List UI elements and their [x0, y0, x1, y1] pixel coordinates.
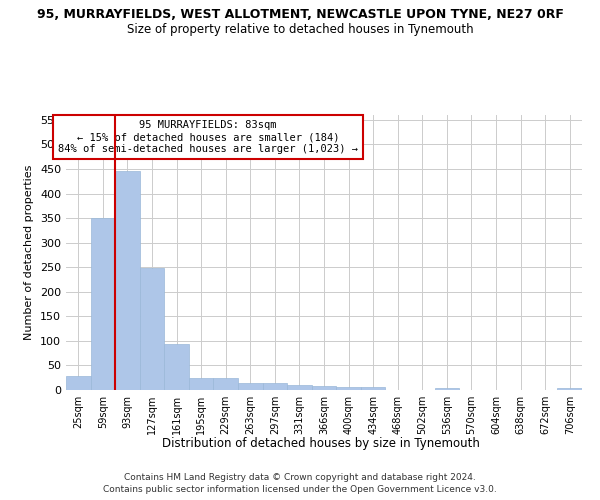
Bar	[434, 388, 459, 390]
Bar	[189, 378, 214, 390]
Bar	[91, 218, 115, 390]
Text: Contains HM Land Registry data © Crown copyright and database right 2024.: Contains HM Land Registry data © Crown c…	[124, 472, 476, 482]
Bar	[214, 378, 238, 390]
Bar	[164, 344, 189, 390]
Text: Size of property relative to detached houses in Tynemouth: Size of property relative to detached ho…	[127, 22, 473, 36]
Text: Distribution of detached houses by size in Tynemouth: Distribution of detached houses by size …	[162, 438, 480, 450]
Bar	[287, 384, 312, 390]
Bar	[140, 268, 164, 390]
Y-axis label: Number of detached properties: Number of detached properties	[25, 165, 34, 340]
Bar	[66, 376, 91, 390]
Bar	[557, 388, 582, 390]
Bar	[263, 383, 287, 390]
Bar	[115, 172, 140, 390]
Text: 95 MURRAYFIELDS: 83sqm
← 15% of detached houses are smaller (184)
84% of semi-de: 95 MURRAYFIELDS: 83sqm ← 15% of detached…	[58, 120, 358, 154]
Bar	[238, 383, 263, 390]
Bar	[361, 387, 385, 390]
Text: Contains public sector information licensed under the Open Government Licence v3: Contains public sector information licen…	[103, 485, 497, 494]
Bar	[336, 387, 361, 390]
Text: 95, MURRAYFIELDS, WEST ALLOTMENT, NEWCASTLE UPON TYNE, NE27 0RF: 95, MURRAYFIELDS, WEST ALLOTMENT, NEWCAS…	[37, 8, 563, 20]
Bar	[312, 386, 336, 390]
